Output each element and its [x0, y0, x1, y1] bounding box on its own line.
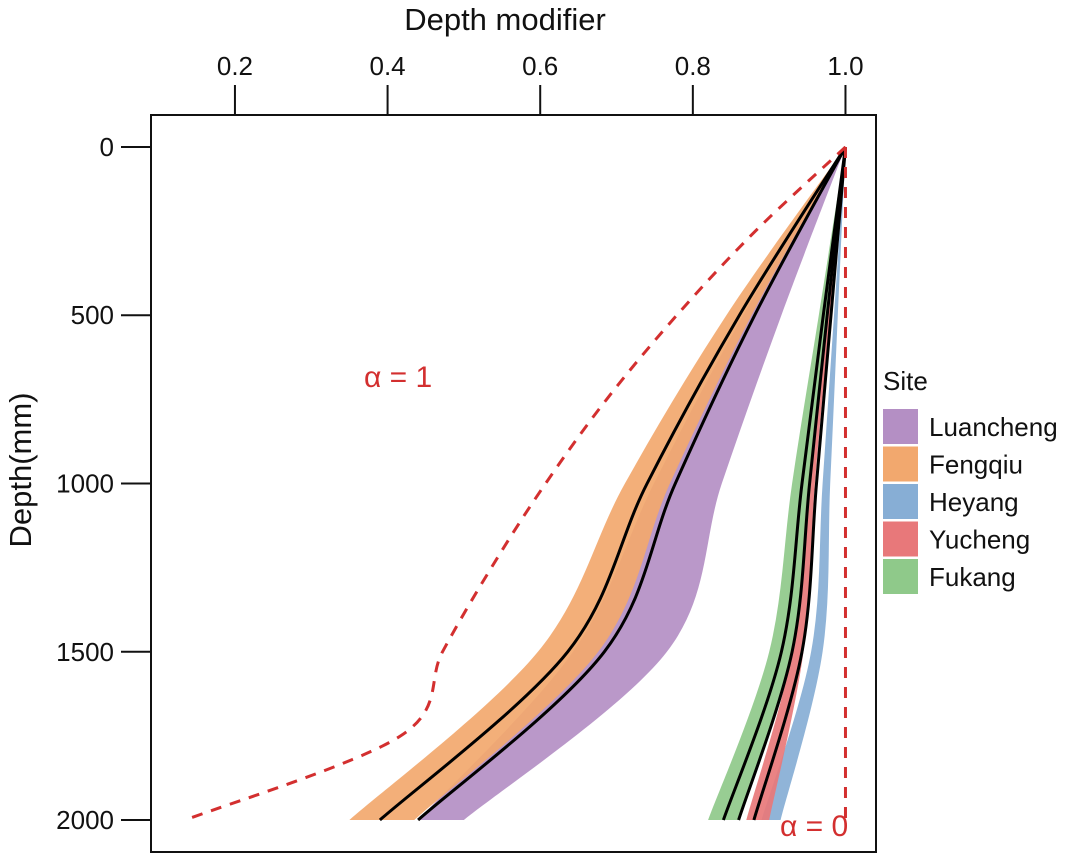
x-tick-label: 0.2 — [217, 51, 253, 81]
fit-line-1 — [378, 146, 847, 822]
reference-curve-alpha-1 — [184, 145, 847, 822]
legend-swatch-fengqiu — [883, 446, 918, 482]
x-tick-label: 0.8 — [675, 51, 711, 81]
band-fukang — [708, 147, 846, 820]
y-tick-label: 2000 — [56, 805, 114, 835]
y-tick-label: 1000 — [56, 469, 114, 499]
x-tick-label: 0.4 — [370, 51, 406, 81]
alpha-0-annotation: α = 0 — [780, 810, 848, 843]
legend: Site Luancheng Fengqiu Heyang Yucheng Fukang — [883, 366, 1058, 594]
y-axis-title: Depth(mm) — [3, 392, 38, 547]
x-tick-label: 1.0 — [827, 51, 863, 81]
legend-title: Site — [883, 366, 928, 396]
legend-swatch-fukang — [883, 559, 918, 594]
y-tick-label: 1500 — [56, 637, 114, 667]
band-yucheng — [746, 147, 846, 820]
legend-label-luancheng: Luancheng — [929, 412, 1058, 442]
legend-label-fengqiu: Fengqiu — [929, 450, 1023, 480]
alpha-1-annotation: α = 1 — [364, 361, 432, 394]
legend-label-fukang: Fukang — [929, 562, 1016, 592]
y-tick-label: 500 — [71, 300, 114, 330]
confidence-bands — [349, 147, 846, 820]
fit-line-4 — [737, 146, 847, 821]
band-heyang — [761, 147, 846, 820]
legend-swatch-luancheng — [883, 409, 918, 444]
y-axis-left: 0 500 1000 1500 2000 — [56, 132, 151, 835]
fit-line-3 — [721, 146, 847, 821]
fit-line-5 — [752, 146, 847, 821]
legend-label-yucheng: Yucheng — [929, 525, 1030, 555]
fit-lines — [378, 146, 847, 822]
y-tick-label: 0 — [100, 132, 114, 162]
fit-line-2 — [417, 146, 847, 822]
reference-curves — [184, 145, 847, 822]
legend-swatch-heyang — [883, 484, 918, 519]
legend-swatch-yucheng — [883, 521, 918, 557]
legend-label-heyang: Heyang — [929, 487, 1019, 517]
x-tick-label: 0.6 — [522, 51, 558, 81]
band-luancheng — [418, 147, 846, 820]
x-axis-top: 0.2 0.4 0.6 0.8 1.0 — [217, 51, 864, 115]
x-axis-title: Depth modifier — [404, 2, 606, 37]
